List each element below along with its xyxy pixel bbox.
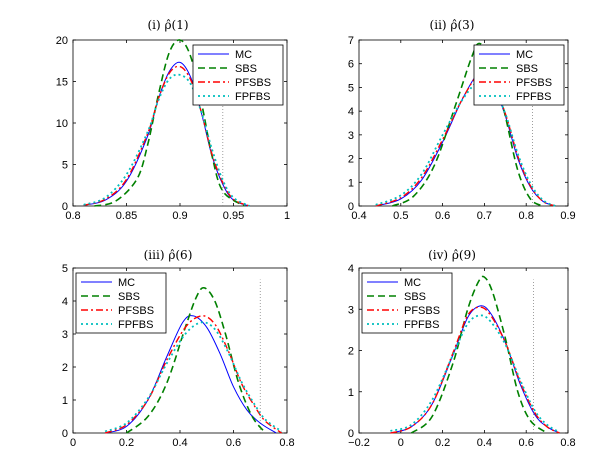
x-tick-label: 0.8 [279, 437, 294, 449]
legend-label-sbs: SBS [235, 63, 257, 75]
legend-label-pfsbs: PFSBS [118, 305, 154, 317]
series-fpfbs-line [390, 314, 561, 433]
y-tick-label: 0 [348, 201, 354, 213]
legend-label-mc: MC [516, 49, 533, 61]
series-fpfbs-line [83, 73, 250, 207]
legend-box [473, 44, 565, 106]
panel-title: (iv) ρ̂(9) [428, 248, 476, 262]
y-tick-label: 5 [348, 82, 354, 94]
series-pfsbs-line [104, 315, 283, 434]
x-tick-label: 0.6 [519, 437, 534, 449]
legend: MC SBS PFSBS FPFBS [75, 272, 167, 334]
x-tick-label: 0.95 [223, 210, 244, 222]
legend-label-fpfbs: FPFBS [404, 319, 439, 331]
legend-label-pfsbs: PFSBS [235, 77, 271, 89]
y-tick-label: 3 [348, 130, 354, 142]
y-tick-label: 20 [56, 35, 68, 47]
x-tick-label: 0.7 [477, 210, 492, 222]
y-tick-label: 3 [348, 304, 354, 316]
x-tick-label: 0.8 [560, 437, 575, 449]
x-tick-label: 0.2 [435, 437, 450, 449]
y-tick-label: 2 [62, 362, 68, 374]
legend-label-mc: MC [118, 277, 135, 289]
legend: MC SBS PFSBS FPFBS [361, 272, 453, 334]
legend-label-pfsbs: PFSBS [404, 305, 440, 317]
y-tick-label: 4 [62, 296, 68, 308]
panel-title: (ii) ρ̂(3) [430, 18, 475, 32]
legend-label-mc: MC [235, 49, 252, 61]
y-tick-label: 2 [348, 346, 354, 358]
legend-label-sbs: SBS [118, 291, 140, 303]
x-tick-label: 0 [70, 437, 76, 449]
legend: MC SBS PFSBS FPFBS [192, 44, 284, 106]
legend-label-mc: MC [404, 277, 421, 289]
y-tick-label: 15 [56, 77, 68, 89]
x-tick-label: 0.85 [116, 210, 137, 222]
y-tick-label: 3 [62, 329, 68, 341]
x-tick-label: 0.2 [119, 437, 134, 449]
x-tick-label: 0.6 [435, 210, 450, 222]
y-tick-label: 2 [348, 154, 354, 166]
legend-label-fpfbs: FPFBS [118, 319, 153, 331]
y-tick-label: 6 [348, 59, 354, 71]
series-sbs-line [94, 39, 245, 207]
legend-box [75, 272, 167, 334]
x-tick-label: −0.2 [348, 437, 370, 449]
panel-title: (i) ρ̂(1) [147, 18, 188, 32]
y-tick-label: 7 [348, 35, 354, 47]
series-sbs-line [392, 42, 544, 207]
y-tick-label: 4 [348, 106, 354, 118]
panel-title: (iii) ρ̂(6) [144, 248, 193, 262]
series-sbs-line [410, 275, 548, 434]
x-tick-label: 0 [398, 437, 404, 449]
y-tick-label: 5 [62, 263, 68, 275]
series-pfsbs-line [83, 65, 250, 207]
legend-label-sbs: SBS [516, 63, 538, 75]
panel-rho-6: (iii) ρ̂(6) 0 0.2 0.4 0.6 0.8 0 1 2 3 4 5 MC SBS PFSB… [62, 248, 295, 449]
series-sbs-line [126, 286, 267, 434]
x-tick-label: 0.9 [172, 210, 187, 222]
x-tick-label: 0.9 [560, 210, 575, 222]
y-tick-label: 1 [348, 177, 354, 189]
y-tick-label: 0 [348, 428, 354, 440]
series-mc-line [83, 61, 250, 207]
legend: MC SBS PFSBS FPFBS [473, 44, 565, 106]
x-tick-label: 0.6 [226, 437, 241, 449]
panel-rho-1: (i) ρ̂(1) 0.8 0.85 0.9 0.95 105101520MCSBSPF… [56, 18, 290, 222]
x-tick-label: 1 [284, 210, 290, 222]
y-tick-label: 5 [62, 160, 68, 172]
y-tick-label: 1 [348, 387, 354, 399]
y-tick-label: 0 [62, 428, 68, 440]
series-mc-line [104, 315, 277, 434]
panel-rho-9: (iv) ρ̂(9) −0.2 0 0.2 0.4 0.6 0.801234MCSBSPF… [348, 248, 576, 449]
legend-label-pfsbs: PFSBS [516, 77, 552, 89]
panel-rho-3: (ii) ρ̂(3) 0.4 0.5 0.6 0.7 0.8 0.9 0 1 2 3 4 5 6 7 MC S… [348, 18, 576, 222]
x-tick-label: 0.8 [65, 210, 80, 222]
x-tick-label: 0.4 [172, 437, 187, 449]
y-tick-label: 4 [348, 263, 354, 275]
x-tick-label: 0.4 [351, 210, 366, 222]
x-tick-label: 0.8 [519, 210, 534, 222]
legend-label-fpfbs: FPFBS [516, 91, 551, 103]
legend-box [192, 44, 284, 106]
y-tick-label: 0 [62, 201, 68, 213]
legend-label-fpfbs: FPFBS [235, 91, 270, 103]
series-pfsbs-line [390, 306, 560, 434]
x-tick-label: 0.5 [393, 210, 408, 222]
y-tick-label: 1 [62, 395, 68, 407]
legend-box [361, 272, 453, 334]
legend-label-sbs: SBS [404, 291, 426, 303]
y-tick-label: 10 [56, 118, 68, 130]
x-tick-label: 0.4 [477, 437, 492, 449]
